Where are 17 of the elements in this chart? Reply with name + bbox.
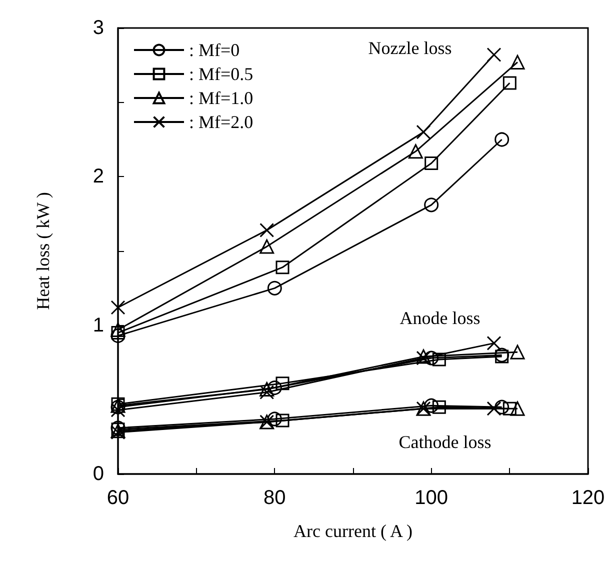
y-tick-label: 1 [92, 314, 104, 336]
legend-label: : Mf=0 [189, 40, 240, 60]
legend-label: : Mf=1.0 [189, 88, 254, 108]
annotation: Nozzle loss [368, 38, 452, 58]
legend-label: : Mf=0.5 [189, 64, 254, 84]
y-tick-label: 2 [92, 166, 104, 188]
legend-label: : Mf=2.0 [189, 112, 254, 132]
y-tick-label: 3 [92, 17, 104, 39]
x-tick-label: 60 [106, 487, 130, 509]
x-tick-label: 80 [264, 487, 286, 509]
x-axis-title: Arc current ( A ) [294, 521, 412, 541]
x-tick-label: 100 [414, 487, 448, 509]
annotation: Cathode loss [398, 432, 492, 452]
x-tick-label: 120 [571, 487, 605, 509]
y-axis-title: Heat loss ( kW ) [33, 192, 53, 310]
y-tick-label: 0 [92, 463, 104, 485]
annotation: Anode loss [400, 308, 480, 328]
